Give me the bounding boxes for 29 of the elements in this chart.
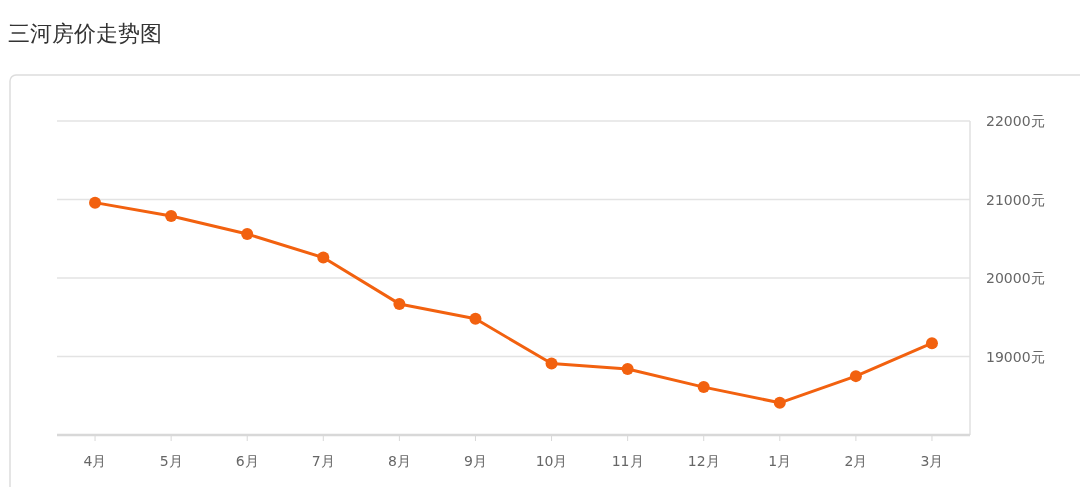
point bbox=[621, 363, 634, 376]
x-tick-label: 7月 bbox=[311, 453, 335, 469]
x-tick-label: 5月 bbox=[159, 453, 183, 469]
point bbox=[317, 251, 330, 264]
point bbox=[545, 357, 558, 370]
x-tick-label: 9月 bbox=[464, 453, 487, 469]
y-tick-label: 19000元 bbox=[986, 348, 1045, 365]
x-tick-label: 12月 bbox=[687, 453, 720, 469]
point bbox=[697, 381, 710, 394]
y-tick-label: 22000元 bbox=[986, 113, 1045, 129]
point bbox=[165, 209, 178, 222]
chart-title: 三河房价走势图 bbox=[8, 21, 162, 46]
x-tick-label: 8月 bbox=[387, 453, 411, 469]
x-tick-label: 10月 bbox=[535, 453, 568, 469]
x-tick-label: 2月 bbox=[844, 453, 868, 469]
point bbox=[469, 312, 482, 325]
point bbox=[89, 196, 102, 209]
x-tick-label: 11月 bbox=[611, 453, 644, 469]
point bbox=[241, 228, 254, 241]
point bbox=[925, 337, 938, 350]
x-tick-label: 4月 bbox=[83, 453, 107, 469]
y-tick-label: 21000元 bbox=[986, 191, 1045, 208]
point bbox=[849, 370, 862, 383]
point bbox=[393, 297, 406, 310]
y-tick-label: 20000元 bbox=[986, 270, 1045, 286]
point bbox=[773, 396, 786, 409]
x-tick-label: 1月 bbox=[768, 453, 792, 469]
x-tick-label: 6月 bbox=[235, 453, 259, 469]
x-tick-label: 3月 bbox=[920, 453, 944, 469]
